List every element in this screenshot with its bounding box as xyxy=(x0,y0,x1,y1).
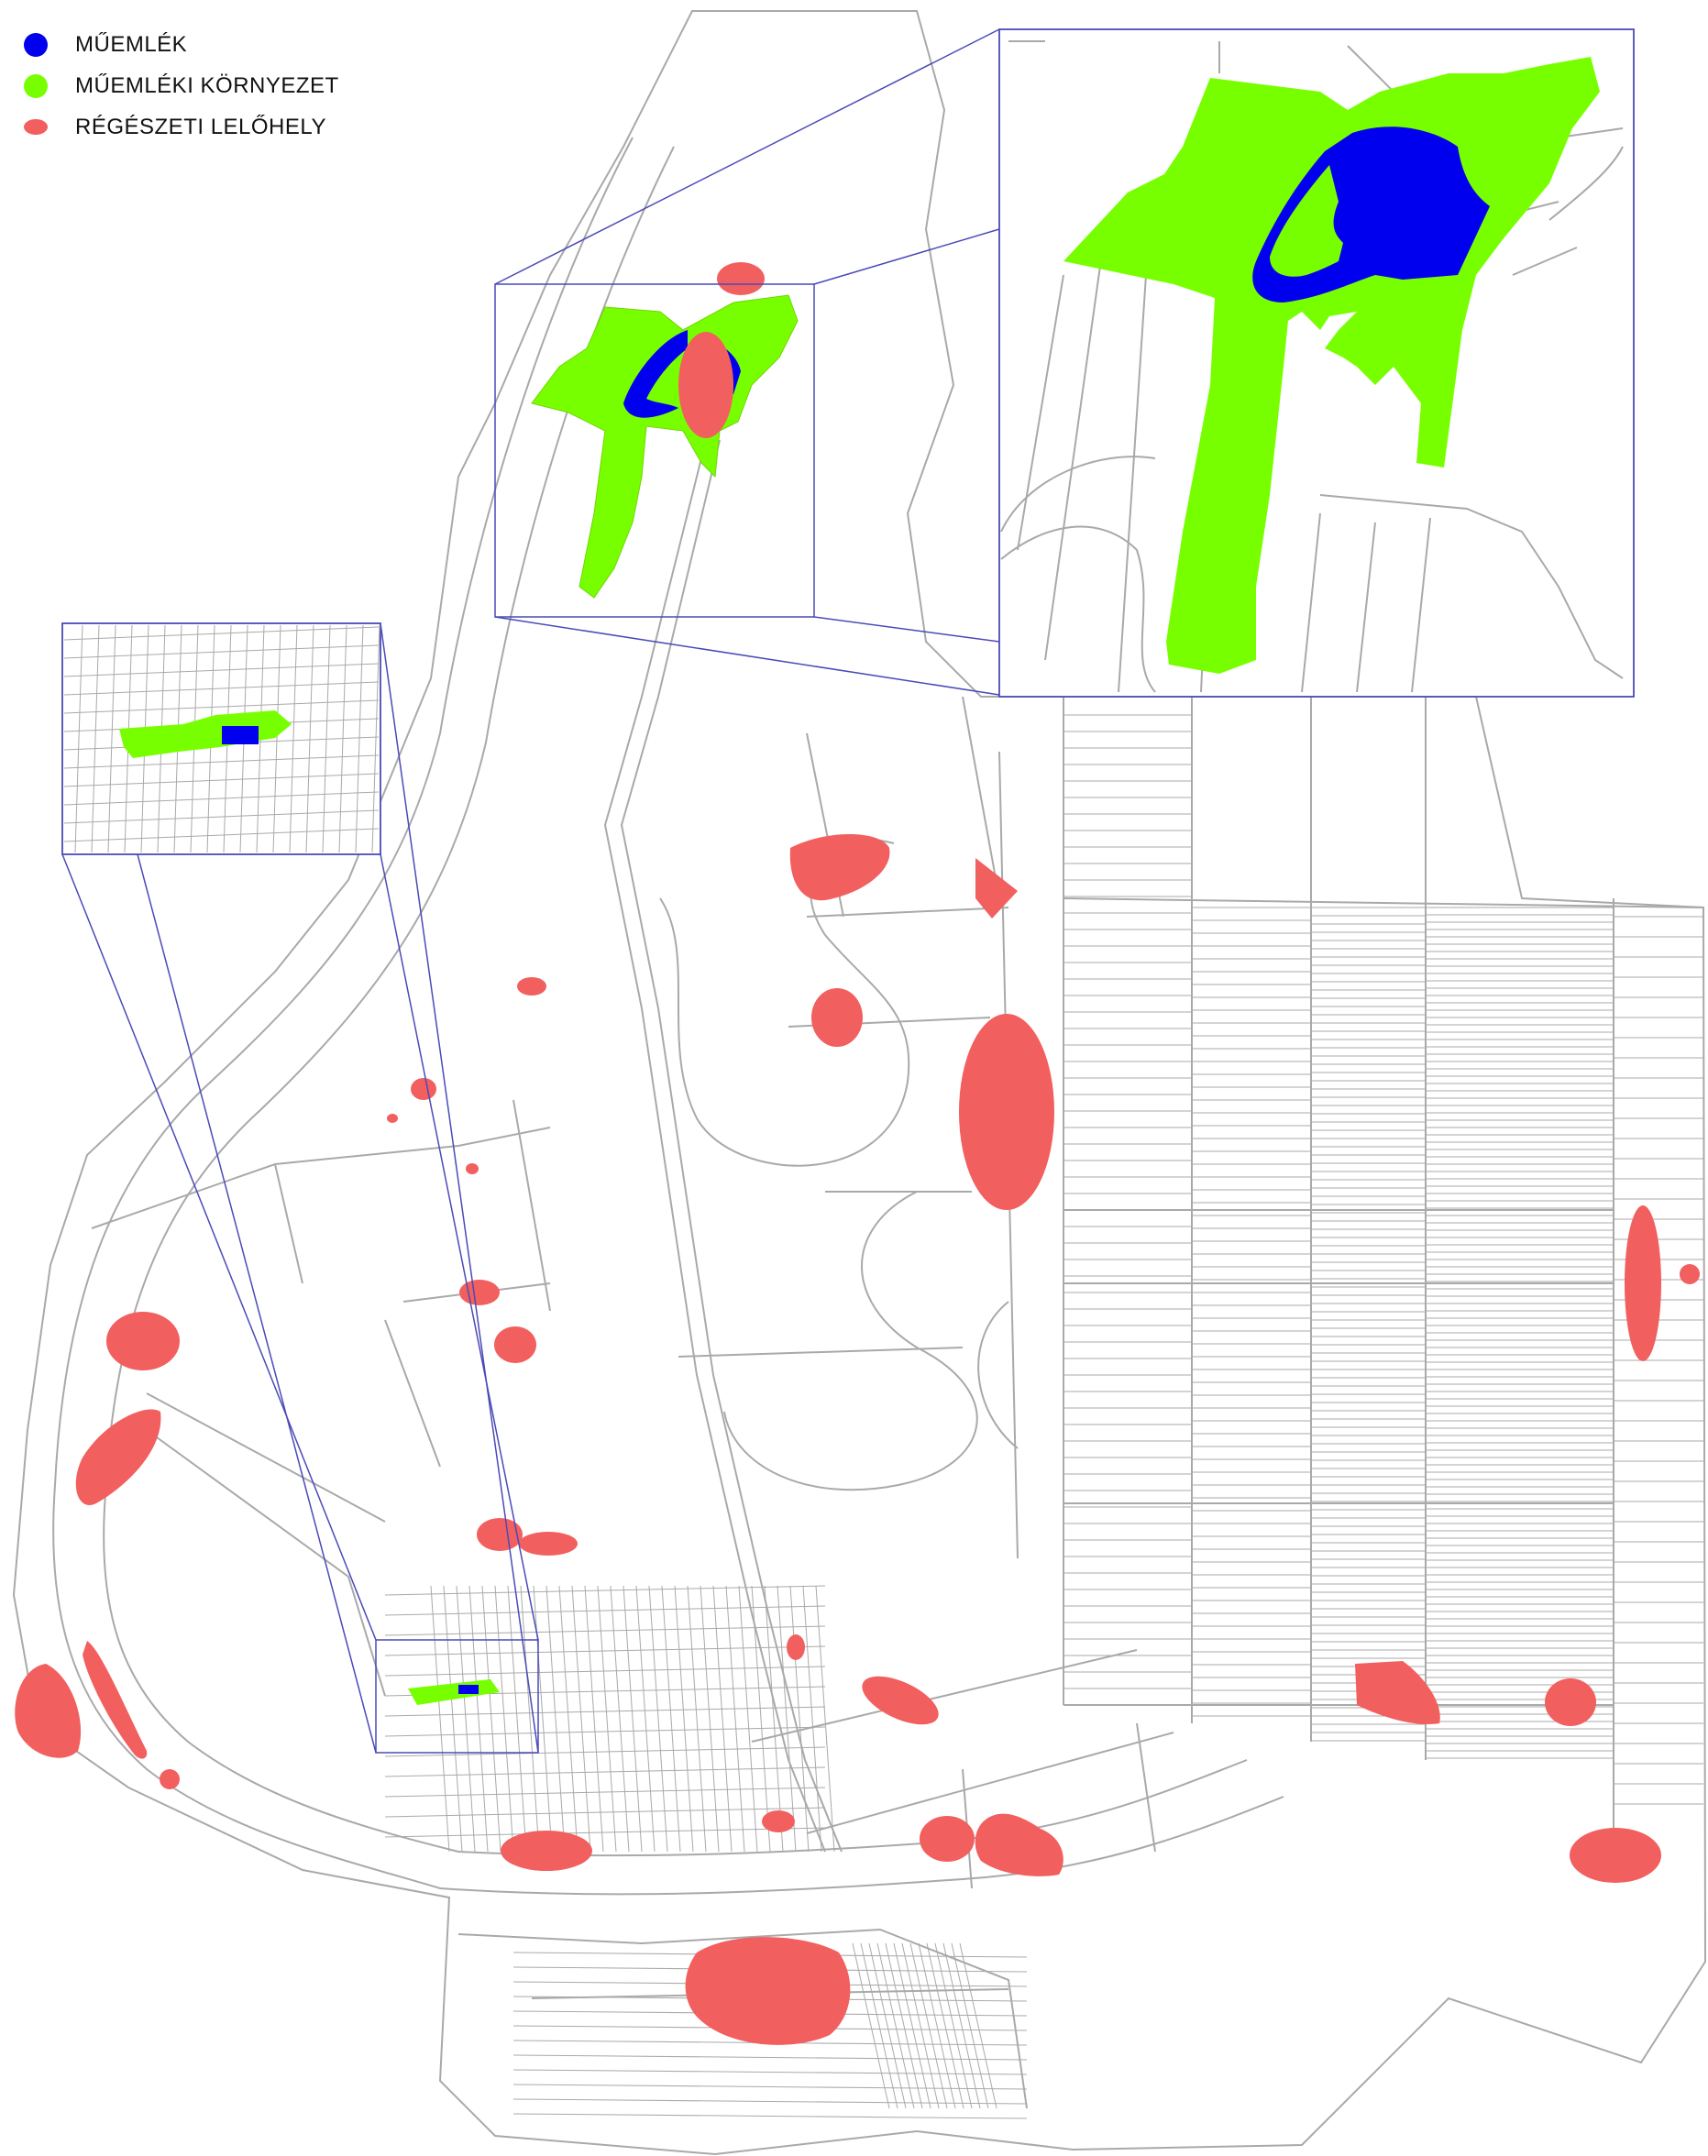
monument-environment-south xyxy=(408,1679,500,1705)
archaeological-site xyxy=(975,858,1018,918)
archaeological-site xyxy=(387,1114,398,1123)
archaeological-site-north-monument xyxy=(678,332,733,438)
inset-south-monument-environment xyxy=(119,710,292,758)
inset-monument xyxy=(1252,126,1490,302)
archaeological-site xyxy=(501,1831,592,1871)
blue-dot-icon xyxy=(24,32,48,57)
archaeological-site xyxy=(920,1816,975,1862)
inset-south-monument xyxy=(222,726,259,744)
archaeological-site xyxy=(959,1014,1054,1210)
red-blob-icon xyxy=(24,119,48,135)
archaeological-site xyxy=(685,1937,851,2045)
archaeological-site xyxy=(975,1813,1063,1876)
eastern-strip-parcels xyxy=(1063,714,1703,1805)
archaeological-sites xyxy=(15,262,1700,2045)
inset-south xyxy=(61,622,381,855)
archaeological-site xyxy=(787,1634,805,1660)
legend-item-archaeological-site: RÉGÉSZETI LELŐHELY xyxy=(20,106,339,148)
archaeological-site xyxy=(106,1312,180,1370)
archaeological-site xyxy=(459,1280,500,1305)
archaeological-site xyxy=(811,988,863,1047)
archaeological-site xyxy=(717,262,765,295)
archaeological-site xyxy=(1355,1661,1440,1724)
archaeological-site xyxy=(477,1518,523,1551)
map-legend: MŰEMLÉK MŰEMLÉKI KÖRNYEZET RÉGÉSZETI LEL… xyxy=(20,24,339,148)
inset-south-connector-lines xyxy=(61,622,539,1754)
settlement-parcels xyxy=(384,1585,1028,2119)
archaeological-site xyxy=(466,1163,479,1174)
legend-item-monument-environment: MŰEMLÉKI KÖRNYEZET xyxy=(20,65,339,106)
inset-north xyxy=(998,28,1635,698)
archaeological-site xyxy=(862,1676,939,1725)
legend-label: RÉGÉSZETI LELŐHELY xyxy=(75,114,326,139)
archaeological-site xyxy=(1680,1264,1700,1284)
archaeological-site xyxy=(519,1532,578,1556)
archaeological-site xyxy=(83,1641,148,1759)
green-dot-icon xyxy=(24,73,48,98)
archaeological-site xyxy=(15,1664,82,1758)
archaeological-site xyxy=(1570,1828,1661,1883)
archaeological-site xyxy=(789,834,890,901)
archaeological-site xyxy=(762,1810,795,1832)
archaeological-site xyxy=(160,1769,180,1789)
inset-north-connector-lines xyxy=(494,28,1000,696)
monument-environment-north xyxy=(531,294,799,599)
archaeological-site xyxy=(1625,1205,1661,1361)
legend-label: MŰEMLÉK xyxy=(75,31,188,57)
legend-item-monument: MŰEMLÉK xyxy=(20,24,339,65)
archaeological-site xyxy=(75,1409,161,1505)
archaeological-site xyxy=(494,1326,536,1363)
archaeological-site xyxy=(1545,1678,1596,1726)
archaeological-site xyxy=(411,1078,436,1100)
archaeological-site xyxy=(517,977,546,996)
legend-label: MŰEMLÉKI KÖRNYEZET xyxy=(75,72,339,98)
